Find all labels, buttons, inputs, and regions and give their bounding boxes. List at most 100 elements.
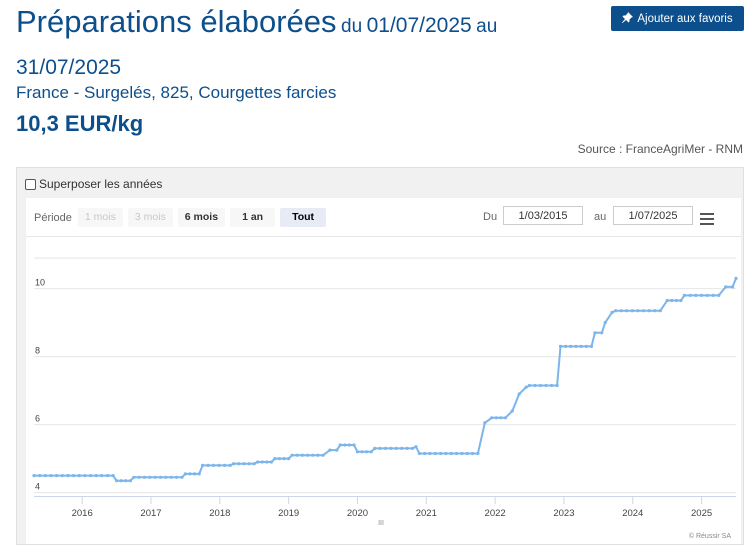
- data-point: [43, 474, 47, 478]
- data-point: [569, 344, 573, 348]
- data-point: [360, 450, 364, 454]
- data-point: [119, 479, 123, 483]
- overlay-checkbox[interactable]: [25, 178, 36, 190]
- x-tick-label: 2022: [485, 508, 506, 519]
- data-point: [142, 475, 147, 479]
- range-6-months-button[interactable]: 6 mois: [177, 208, 226, 227]
- data-point: [688, 293, 692, 297]
- data-point: [483, 421, 487, 425]
- data-point: [201, 463, 205, 467]
- data-point: [287, 457, 291, 461]
- data-point: [175, 475, 179, 479]
- y-tick-label: 6: [35, 414, 40, 424]
- chart-credits: © Réussir SA: [689, 532, 731, 540]
- data-point: [183, 472, 187, 476]
- x-tick-label: 2021: [416, 508, 437, 519]
- data-point: [94, 474, 98, 478]
- data-point: [247, 462, 251, 466]
- data-point: [197, 472, 201, 476]
- data-point: [212, 463, 216, 467]
- data-point: [550, 383, 554, 388]
- data-point: [217, 463, 221, 467]
- data-point: [256, 460, 260, 464]
- data-point: [355, 450, 360, 454]
- x-tick-label: 2016: [72, 508, 93, 519]
- to-label: au: [594, 211, 607, 223]
- data-point: [600, 331, 604, 335]
- data-point: [269, 460, 273, 464]
- data-point: [625, 309, 629, 313]
- data-point: [428, 451, 432, 456]
- data-point: [60, 474, 64, 478]
- data-point: [38, 474, 42, 478]
- data-point: [630, 309, 634, 313]
- data-point: [636, 309, 640, 313]
- data-point: [558, 344, 563, 348]
- data-point: [647, 309, 651, 313]
- data-point: [717, 293, 721, 297]
- data-point: [524, 385, 528, 389]
- data-point: [321, 453, 325, 457]
- data-point: [306, 453, 310, 457]
- data-point: [188, 472, 192, 476]
- data-point: [72, 474, 76, 478]
- to-date-input[interactable]: 1/07/2025: [613, 206, 693, 225]
- data-point: [476, 451, 480, 456]
- data-point: [49, 474, 53, 478]
- period-label: Période: [34, 211, 72, 224]
- y-tick-label: 10: [35, 278, 45, 288]
- data-point: [347, 443, 351, 447]
- product-title: Préparations élaborées: [16, 4, 337, 39]
- range-3-months-button[interactable]: 3 mois: [127, 208, 173, 227]
- data-point: [77, 474, 81, 478]
- data-point: [564, 344, 568, 348]
- data-point: [444, 451, 448, 456]
- y-tick-label: 4: [35, 482, 40, 492]
- range-all-button[interactable]: Tout: [280, 208, 327, 227]
- data-point: [579, 344, 583, 348]
- data-point: [517, 392, 521, 396]
- data-point: [574, 344, 578, 348]
- data-point: [471, 451, 475, 456]
- data-point: [423, 451, 427, 456]
- data-point: [544, 383, 548, 388]
- date-start: 01/07/2025: [366, 14, 472, 37]
- hamburger-menu-icon[interactable]: [700, 213, 714, 225]
- data-point: [153, 475, 157, 479]
- x-tick-label: 2018: [209, 508, 230, 519]
- data-point: [410, 446, 415, 450]
- data-point: [373, 446, 377, 450]
- data-point: [614, 309, 618, 313]
- data-point: [193, 472, 197, 476]
- data-point: [405, 446, 409, 450]
- data-point: [277, 457, 282, 461]
- date-end: 31/07/2025: [16, 56, 122, 79]
- chart-area: 4 6 8 10 2016 2017 2018 2019 2020 2021 2022 2023 202…: [26, 198, 741, 544]
- data-point: [499, 416, 503, 420]
- data-point: [223, 463, 227, 467]
- range-1-year-button[interactable]: 1 an: [230, 208, 276, 227]
- page-title: Préparations élaborées du 01/07/2025 au …: [16, 2, 596, 90]
- data-point: [449, 451, 453, 456]
- date-prefix: du: [341, 16, 363, 37]
- data-point: [711, 293, 715, 297]
- data-point: [694, 293, 698, 297]
- data-point: [300, 453, 304, 457]
- x-tick-label: 2017: [140, 508, 161, 519]
- add-favorite-button[interactable]: Ajouter aux favoris: [611, 6, 744, 31]
- date-mid: au: [476, 16, 498, 37]
- data-point: [682, 293, 687, 297]
- from-date-input[interactable]: 1/03/2015: [503, 206, 583, 225]
- data-point: [465, 451, 469, 456]
- data-point: [603, 321, 607, 325]
- data-point: [295, 453, 299, 457]
- price-chart: 4 6 8 10 2016 2017 2018 2019 2020 2021 2022 2023 202…: [26, 236, 741, 540]
- data-point: [653, 309, 657, 313]
- x-tick-label: 2024: [622, 508, 643, 519]
- navigator-handle: III: [378, 520, 384, 527]
- data-point: [343, 443, 347, 447]
- range-1-month-button[interactable]: 1 mois: [77, 208, 123, 227]
- overlay-years-toggle[interactable]: Superposer les années: [25, 177, 162, 191]
- y-tick-label: 8: [35, 346, 40, 356]
- price-series-line: [34, 278, 737, 482]
